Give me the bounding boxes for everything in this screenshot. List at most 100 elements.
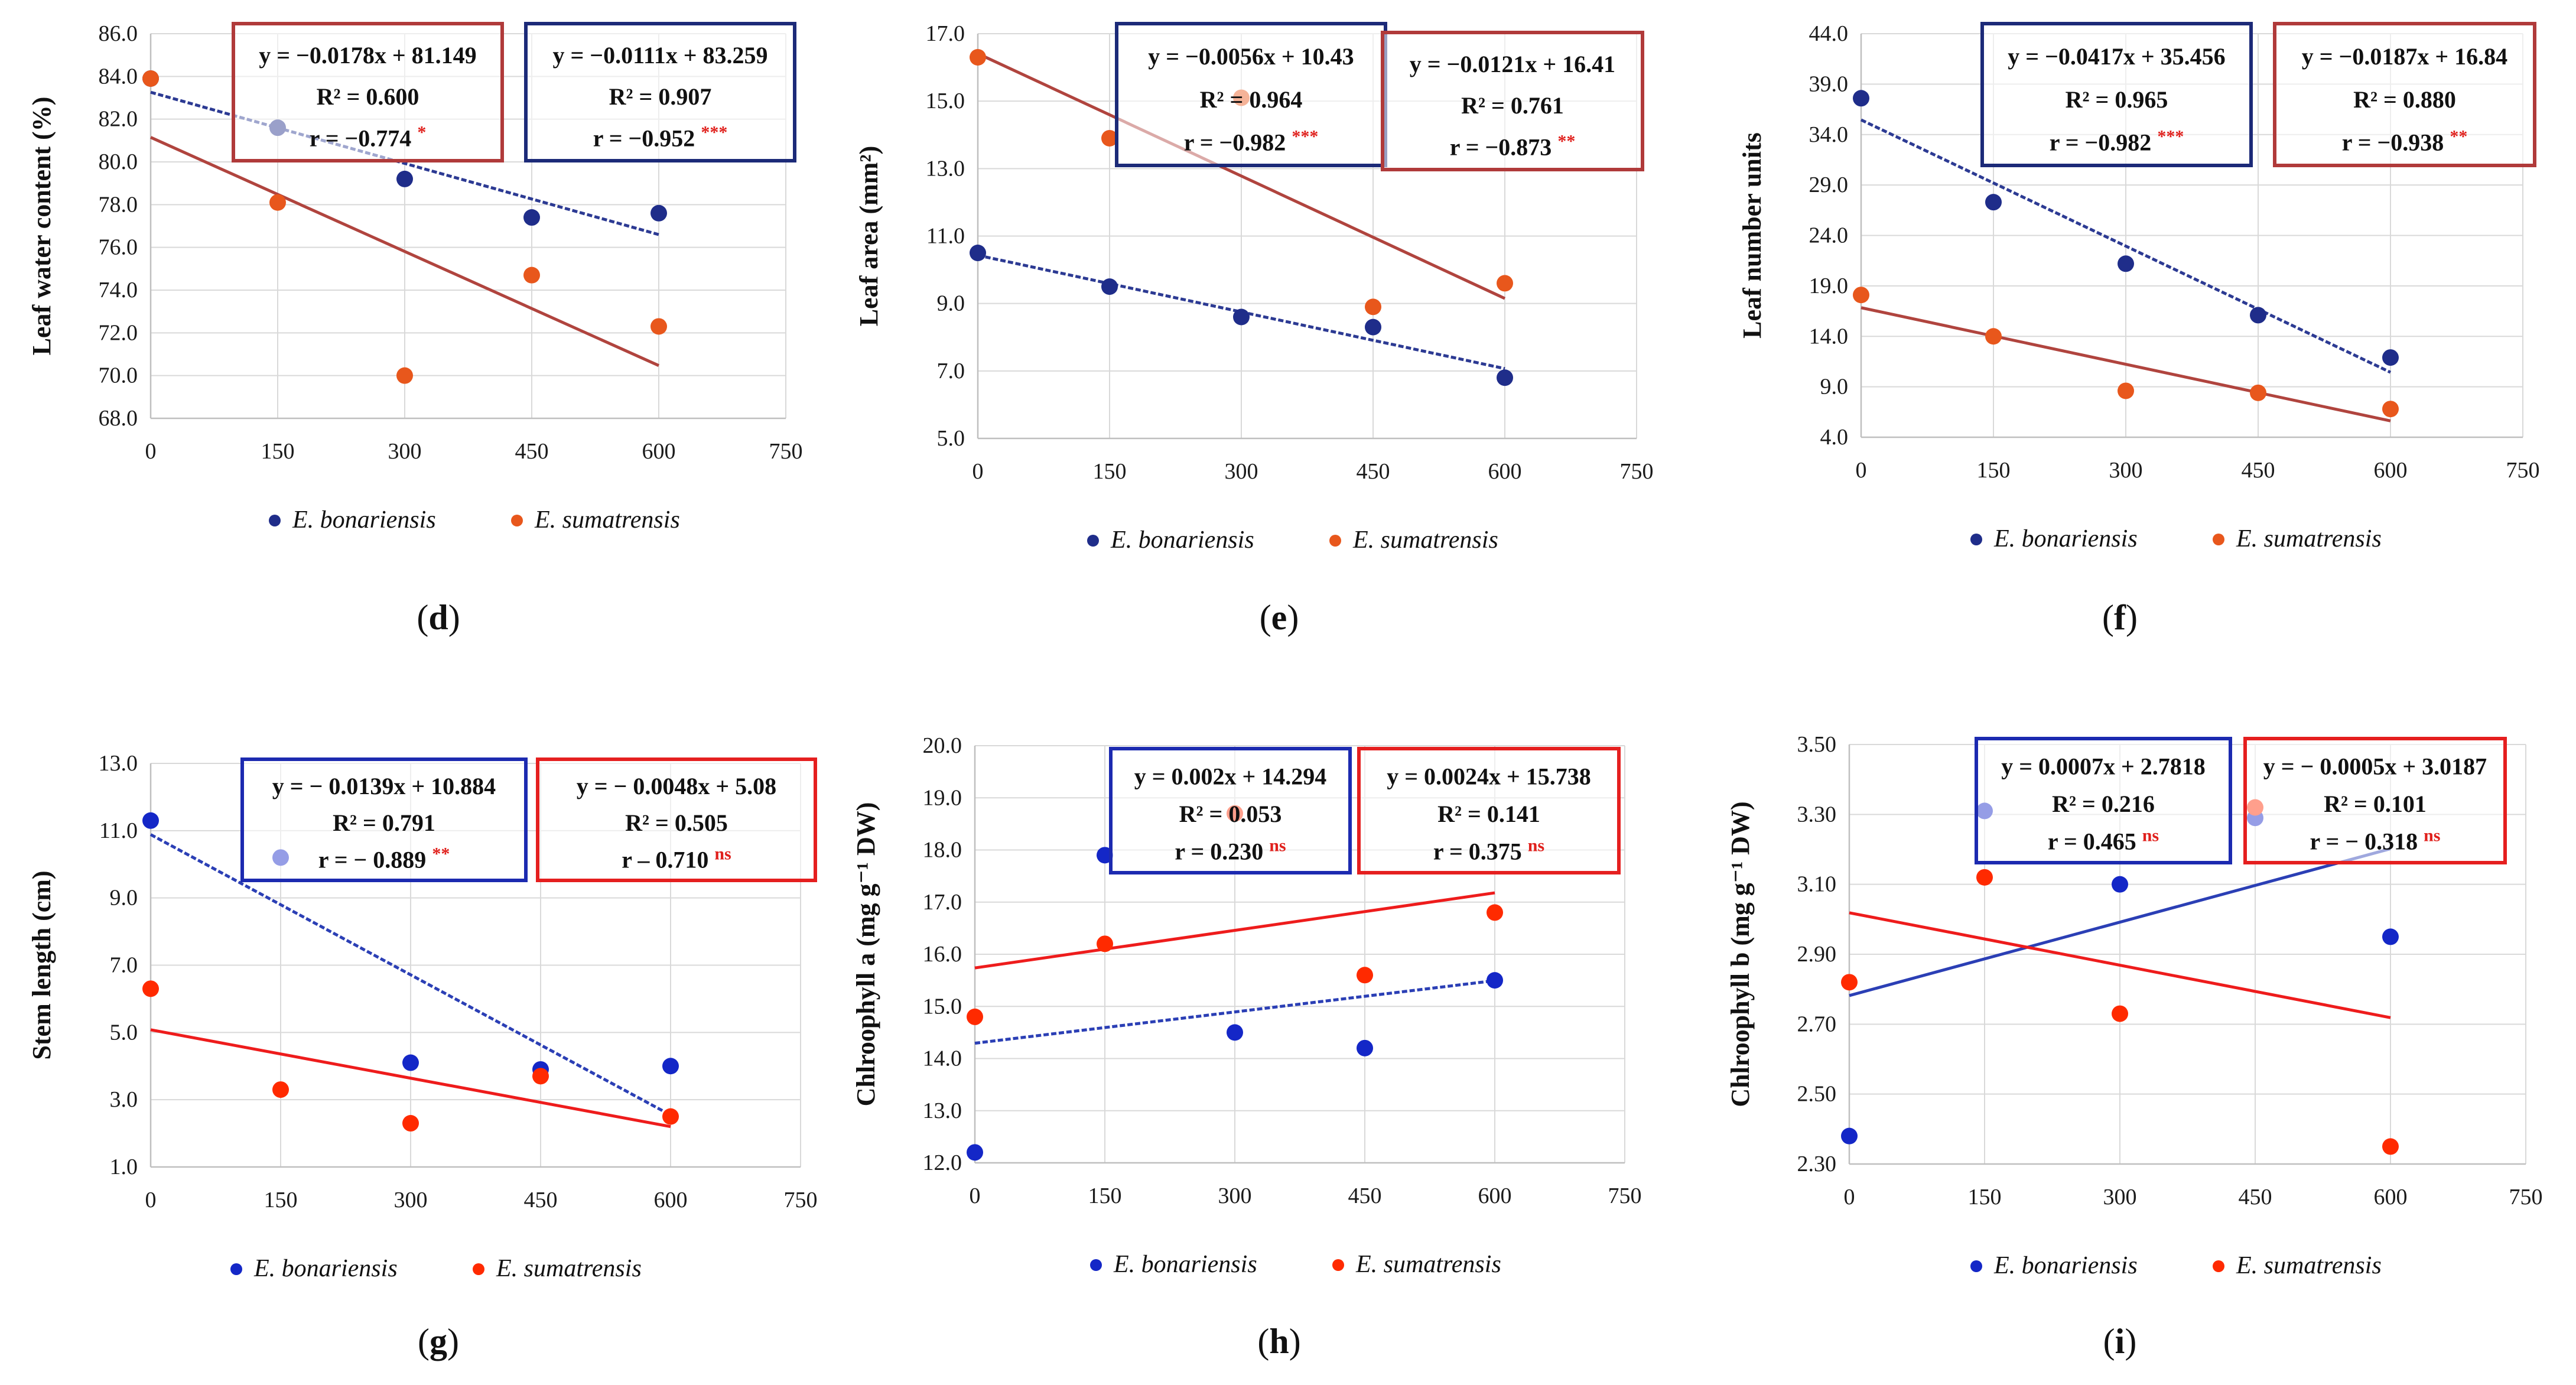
correlation-r: r = 0.375 ns [1433, 836, 1544, 865]
x-tick-label: 300 [2103, 1185, 2137, 1210]
y-tick-label: 15.0 [926, 89, 965, 113]
y-tick-label: 18.0 [923, 838, 962, 863]
data-point-sumatrensis [1357, 967, 1373, 984]
y-tick-label: 7.0 [110, 953, 138, 978]
y-tick-label: 80.0 [99, 149, 138, 174]
x-tick-label: 450 [515, 439, 549, 464]
data-point-bonariensis [1365, 318, 1381, 336]
y-axis-label: Leaf water content (%) [27, 97, 56, 356]
equation-box-bonariensis: y = − 0.0139x + 10.884 R² = 0.791 r = − 0.… [240, 757, 528, 882]
data-point-bonariensis [2118, 255, 2134, 272]
r-squared: R² = 0.216 [2052, 791, 2155, 817]
legend-marker-sumatrensis [2213, 534, 2224, 545]
x-tick-label: 0 [1844, 1185, 1855, 1210]
significance-mark: ** [2450, 127, 2467, 147]
equation-box-bonariensis: y = −0.0111x + 83.259 R² = 0.907 r = −0.95… [524, 22, 796, 162]
significance-mark: * [417, 122, 426, 142]
x-tick-label: 600 [2374, 458, 2408, 483]
data-point-sumatrensis [532, 1068, 549, 1085]
y-tick-label: 24.0 [1809, 223, 1849, 248]
data-point-sumatrensis [1097, 935, 1113, 952]
data-point-sumatrensis [1853, 287, 1869, 304]
y-tick-label: 12.0 [923, 1150, 962, 1175]
significance-mark: ns [2424, 826, 2440, 846]
data-point-sumatrensis [272, 1081, 289, 1098]
regression-equation: y = 0.0024x + 15.738 [1387, 763, 1591, 789]
legend-marker-sumatrensis [1329, 535, 1341, 547]
x-tick-label: 300 [1218, 1184, 1252, 1208]
regression-equation: y = − 0.0048x + 5.08 [577, 773, 776, 799]
chart-panel-f: 4.0 9.0 14.0 19.0 24.0 29.0 34.0 39.0 44.0 0 150 30… [1738, 21, 2540, 637]
y-tick-label: 3.50 [1797, 732, 1837, 757]
x-tick-label: 150 [1977, 458, 2011, 483]
legend-label-bonariensis: E. bonariensis [1110, 526, 1254, 554]
y-tick-label: 68.0 [99, 406, 138, 431]
correlation-r: r = −0.982 *** [2050, 127, 2184, 156]
data-point-bonariensis [523, 209, 540, 226]
data-point-bonariensis [1101, 278, 1118, 295]
correlation-r: r = − 0.889 ** [318, 844, 450, 873]
data-point-bonariensis [1227, 1024, 1243, 1041]
legend-marker-bonariensis [230, 1263, 242, 1275]
panel-caption: (g) [418, 1322, 459, 1361]
r-squared: R² = 0.600 [317, 83, 419, 110]
correlation-r: r – 0.710 ns [622, 844, 731, 873]
y-tick-label: 17.0 [923, 890, 962, 915]
legend-marker-sumatrensis [511, 515, 523, 526]
x-tick-label: 300 [388, 439, 422, 464]
data-point-sumatrensis [1101, 129, 1118, 147]
x-tick-label: 600 [642, 439, 676, 464]
x-tick-label: 600 [2374, 1185, 2408, 1210]
equation-box-bonariensis: y = 0.0007x + 2.7818 R² = 0.216 r = 0.465 … [1975, 737, 2232, 864]
panel-letter: e [1271, 598, 1287, 637]
regression-equation: y = −0.0111x + 83.259 [553, 42, 768, 69]
data-point-bonariensis [1233, 308, 1250, 326]
regression-equation: y = −0.0417x + 35.456 [2008, 43, 2225, 70]
regression-equation: y = − 0.0139x + 10.884 [272, 773, 496, 799]
significance-mark: ns [1269, 836, 1286, 856]
regression-equation: y = −0.0178x + 81.149 [259, 42, 476, 69]
panel-caption: (f) [2102, 598, 2138, 637]
r-squared: R² = 0.907 [609, 83, 712, 110]
significance-mark: ns [714, 844, 731, 863]
data-point-bonariensis [2382, 928, 2399, 945]
panel-letter: i [2115, 1322, 2125, 1361]
r-squared: R² = 0.053 [1179, 801, 1282, 827]
y-tick-label: 29.0 [1809, 173, 1849, 197]
legend-label-bonariensis: E. bonariensis [253, 1255, 398, 1282]
x-tick-label: 150 [1093, 459, 1127, 484]
panel-letter: f [2114, 598, 2126, 637]
data-point-sumatrensis [402, 1115, 419, 1132]
correlation-value: r – 0.710 [622, 846, 714, 873]
correlation-value: r = −0.873 [1450, 134, 1558, 160]
equation-box-sumatrensis: y = −0.0178x + 81.149 R² = 0.600 r = −0.77… [232, 22, 504, 162]
equation-box-bonariensis: y = −0.0417x + 35.456 R² = 0.965 r = −0.98… [1980, 22, 2253, 167]
significance-mark: *** [1292, 127, 1318, 147]
x-tick-label: 450 [1357, 459, 1390, 484]
y-tick-label: 19.0 [1809, 274, 1849, 298]
equation-box-border [1357, 747, 1621, 874]
correlation-r: r = 0.230 ns [1175, 836, 1286, 865]
y-tick-label: 17.0 [926, 21, 965, 46]
correlation-r: r = −0.952 *** [593, 122, 728, 151]
data-point-sumatrensis [662, 1108, 679, 1125]
r-squared: R² = 0.141 [1437, 801, 1540, 827]
significance-mark: *** [2157, 127, 2184, 147]
correlation-value: r = −0.952 [593, 125, 701, 151]
correlation-r: r = −0.938 ** [2342, 127, 2468, 156]
y-tick-label: 86.0 [99, 21, 138, 46]
data-point-sumatrensis [142, 980, 159, 997]
correlation-r: r = 0.465 ns [2048, 826, 2159, 855]
data-point-sumatrensis [142, 70, 159, 87]
equation-box-bonariensis: y = −0.0056x + 10.43 R² = 0.964 r = −0.982… [1115, 22, 1387, 167]
data-point-bonariensis [1497, 369, 1513, 386]
data-point-bonariensis [1841, 1127, 1858, 1145]
equation-box-sumatrensis: y = 0.0024x + 15.738 R² = 0.141 r = 0.375 … [1357, 747, 1621, 874]
legend: E. bonariensis E. sumatrensis [1090, 1251, 1501, 1278]
y-axis-label: Stem length (cm) [27, 870, 56, 1059]
panel-letter: h [1269, 1322, 1289, 1361]
regression-equation: y = − 0.0005x + 3.0187 [2263, 753, 2487, 779]
y-tick-label: 74.0 [99, 278, 138, 303]
legend-marker-bonariensis [1970, 534, 1982, 545]
equation-box-border [240, 757, 528, 882]
